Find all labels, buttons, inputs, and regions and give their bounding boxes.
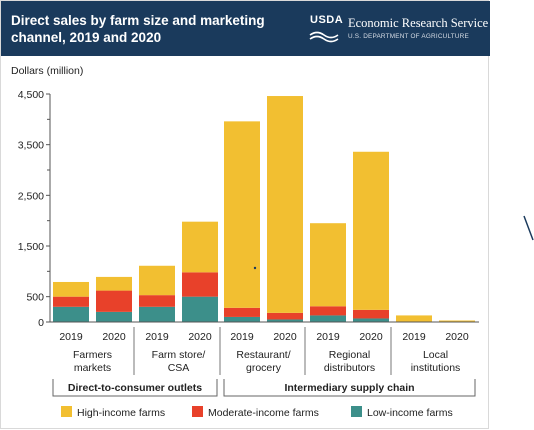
bar-low-1	[96, 312, 132, 322]
bar-high-3	[182, 222, 218, 273]
bar-moderate-7	[353, 310, 389, 319]
stray-line-mark	[522, 214, 534, 244]
group-label: grocery	[246, 362, 282, 374]
bar-high-9	[439, 320, 475, 321]
bar-moderate-0	[53, 297, 89, 307]
legend-label-high: High-income farms	[77, 407, 165, 419]
legend-swatch-moderate	[192, 406, 203, 417]
x-tick-label-year: 2019	[59, 331, 83, 343]
group-label: distributors	[324, 362, 375, 374]
bar-moderate-1	[96, 291, 132, 312]
bar-low-3	[182, 297, 218, 322]
bar-high-8	[396, 315, 432, 321]
bar-high-0	[53, 282, 89, 297]
x-tick-label-year: 2019	[402, 331, 426, 343]
bar-moderate-3	[182, 272, 218, 296]
bar-moderate-2	[139, 295, 175, 307]
x-tick-label-year: 2020	[273, 331, 297, 343]
legend-item-moderate: Moderate-income farms	[192, 406, 319, 419]
x-tick-label-year: 2019	[145, 331, 169, 343]
group-label: Farmers	[73, 349, 112, 361]
y-tick-label: 2,500	[18, 190, 44, 202]
bar-high-2	[139, 266, 175, 295]
x-tick-label-year: 2020	[188, 331, 212, 343]
x-tick-label-year: 2020	[445, 331, 469, 343]
group-label: Restaurant/	[236, 349, 290, 361]
y-tick-label: 3,500	[18, 140, 44, 152]
legend-swatch-high	[61, 406, 72, 417]
y-tick-label: 1,500	[18, 241, 44, 253]
stacked-bar-chart: 0 500 1,500 2,500 3,500 4,500 2019 2020 2019 2020…	[1, 1, 490, 430]
legend-label-moderate: Moderate-income farms	[208, 407, 319, 419]
x-tick-label-year: 2019	[316, 331, 340, 343]
supergroup-label: Intermediary supply chain	[284, 382, 414, 394]
y-tick-label: 4,500	[18, 89, 44, 101]
x-tick-label-year: 2020	[359, 331, 383, 343]
group-label: Local	[423, 349, 448, 361]
bar-high-4	[224, 121, 260, 307]
bar-low-4	[224, 317, 260, 322]
group-label: institutions	[411, 362, 461, 374]
y-tick-label: 500	[26, 292, 44, 304]
group-label: CSA	[168, 362, 190, 374]
legend-item-low: Low-income farms	[351, 406, 453, 419]
legend-label-low: Low-income farms	[367, 407, 453, 419]
supergroup-label: Direct-to-consumer outlets	[68, 382, 202, 394]
group-label: Regional	[329, 349, 370, 361]
chart-card: Direct sales by farm size and marketing …	[0, 0, 489, 429]
bar-moderate-6	[310, 306, 346, 315]
bar-high-5	[267, 96, 303, 313]
group-label: markets	[74, 362, 111, 374]
bar-high-6	[310, 223, 346, 306]
x-tick-label-year: 2019	[230, 331, 254, 343]
stray-dot-mark	[254, 267, 256, 269]
bar-moderate-4	[224, 308, 260, 317]
legend-item-high: High-income farms	[61, 406, 165, 419]
x-tick-label-year: 2020	[102, 331, 126, 343]
bar-low-7	[353, 318, 389, 322]
bar-low-2	[139, 307, 175, 322]
bar-moderate-5	[267, 313, 303, 320]
bar-high-7	[353, 152, 389, 310]
y-tick-label: 0	[38, 317, 44, 329]
group-label: Farm store/	[152, 349, 206, 361]
legend-swatch-low	[351, 406, 362, 417]
bar-high-1	[96, 277, 132, 291]
bar-low-0	[53, 307, 89, 322]
bar-low-6	[310, 315, 346, 322]
